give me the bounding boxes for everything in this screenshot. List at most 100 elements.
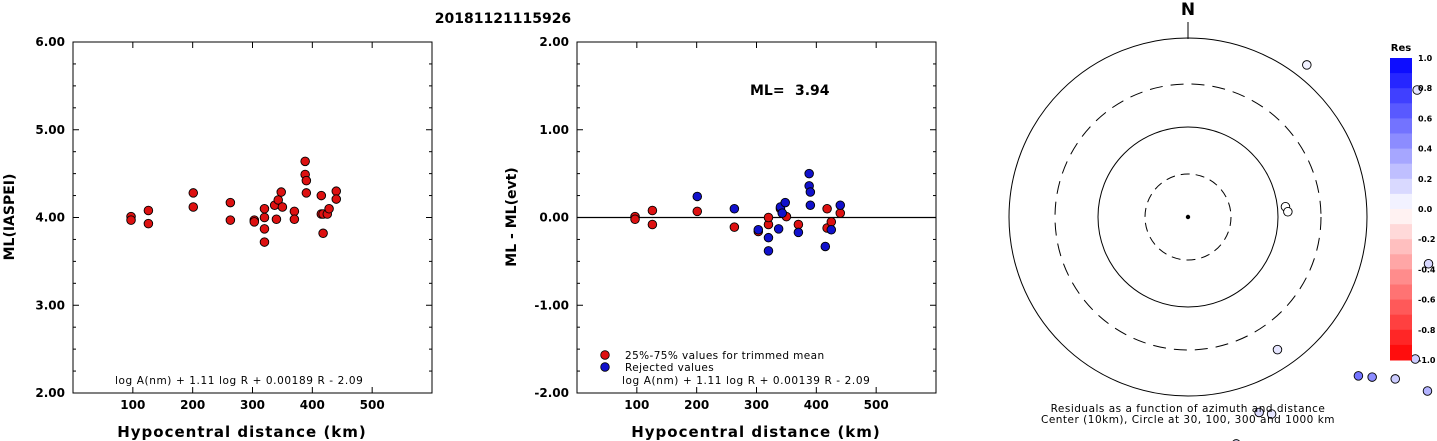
blue-data-point [763,232,774,243]
colorbar-tick-label: 0.6 [1418,114,1433,123]
azimuth-caption-2: Center (10km), Circle at 30, 100, 300 an… [1041,414,1335,426]
red-data-point [249,217,260,227]
y-tick-label: 3.00 [35,298,65,312]
red-data-point [331,194,342,204]
x-tick-label: 500 [864,398,889,412]
x-tick-label: 100 [624,398,649,412]
colorbar-swatch [1390,269,1412,285]
colorbar-swatch [1390,254,1412,270]
red-data-point [729,222,740,232]
blue-data-point [820,241,831,252]
x-tick-label: 200 [180,398,205,412]
red-data-point [324,203,334,214]
colorbar-tick-label: 0.4 [1418,145,1433,154]
red-data-point [259,203,270,214]
station-marker [1422,386,1433,396]
red-data-point [277,202,288,212]
red-data-point [692,206,703,217]
north-label: N [1181,0,1195,20]
red-data-point [259,212,270,223]
red-data-point [331,186,342,196]
blue-data-point [835,200,846,210]
red-data-point [318,228,328,239]
blue-data-point [805,200,816,210]
ml-label: ML= [750,83,785,99]
x-tick-label: 100 [120,398,145,412]
station-marker [1353,371,1364,381]
colorbar-swatch [1390,344,1412,361]
residual-xlabel: Hypocentral distance (km) [631,423,881,441]
figure-title: 20181121115926 [435,11,571,27]
red-data-point [126,215,136,225]
legend-red-marker [600,350,610,360]
blue-data-point [763,246,774,256]
x-tick-label: 300 [744,398,769,412]
station-marker [1254,407,1264,418]
ml-value: 3.94 [795,83,830,99]
colorbar-swatch [1390,193,1412,210]
colorbar-tick-label: -1.0 [1418,356,1436,365]
x-tick-label: 500 [360,398,385,412]
magnitude-axes: 100 200 300 400 500 2.00 3.00 4.00 5.00 6.00 [35,35,432,412]
y-tick-label: 5.00 [35,123,65,137]
red-data-point [647,205,658,216]
station-residuals [1232,60,1434,441]
colorbar-swatch [1390,209,1412,225]
epicenter-dot [1185,214,1191,220]
residual-panel: 100 200 300 400 500 -2.00 -1.00 0.00 1.00 2.00 ML… [504,35,937,441]
colorbar-swatch [1390,133,1412,150]
red-data-point [826,217,837,227]
residual-ylabel: ML - ML(evt) [504,167,520,266]
blue-data-point [826,225,837,235]
colorbar-tick-label: 0.8 [1418,84,1433,93]
legend-blue-label: Rejected values [625,362,714,374]
residual-points [630,168,846,256]
magnitude-panel: 100 200 300 400 500 2.00 3.00 4.00 5.00 6.00 Hypo… [2,35,433,441]
y-tick-label: 6.00 [35,35,65,49]
red-data-point [763,212,774,223]
blue-data-point [780,197,790,208]
station-marker [1272,344,1283,355]
red-data-point [188,202,199,212]
colorbar: 1.0 0.8 0.6 0.4 0.2 0.0 -0.2 -0.4 -0.6 -0.8 -1.0 [1390,54,1436,365]
red-data-point [259,224,270,234]
red-data-point [143,205,154,216]
x-tick-label: 300 [240,398,265,412]
blue-data-point [729,203,740,214]
azimuth-panel: N Residuals as a function of azimuth and… [1008,0,1436,441]
red-data-point [225,215,236,225]
station-marker [1367,372,1377,382]
residual-formula: log A(nm) + 1.11 log R + 0.00139 R - 2.0… [622,375,870,387]
blue-data-point [692,191,703,202]
magnitude-ylabel: ML(IASPEI) [2,174,18,261]
red-data-point [143,218,154,229]
ring-300km [1054,83,1322,351]
colorbar-swatch [1390,58,1412,74]
y-tick-label: 2.00 [539,35,569,49]
azimuth-caption-1: Residuals as a function of azimuth and d… [1051,403,1326,415]
red-data-point [271,214,282,225]
red-data-point [647,219,658,230]
red-data-point [259,237,270,247]
colorbar-tick-label: 0.2 [1418,175,1432,184]
residual-axes: 100 200 300 400 500 -2.00 -1.00 0.00 1.00 2.00 [534,35,936,412]
y-tick-label: 0.00 [539,211,569,225]
red-data-point [301,175,312,186]
station-marker [1266,409,1277,419]
station-marker [1412,85,1422,95]
blue-data-point [777,208,787,218]
colorbar-swatch [1390,88,1412,104]
colorbar-tick-label: 1.0 [1418,54,1433,63]
red-data-point [300,156,310,167]
red-data-point [225,197,236,208]
legend-red-label: 25%-75% values for trimmed mean [625,350,825,362]
legend-blue-marker [600,362,610,372]
colorbar-swatch [1390,148,1412,165]
colorbar-swatch [1390,299,1412,316]
red-data-point [822,203,832,214]
x-tick-label: 400 [804,398,829,412]
colorbar-swatch [1390,329,1412,346]
ring-1000km [1008,37,1368,397]
y-tick-label: -1.00 [534,298,569,312]
